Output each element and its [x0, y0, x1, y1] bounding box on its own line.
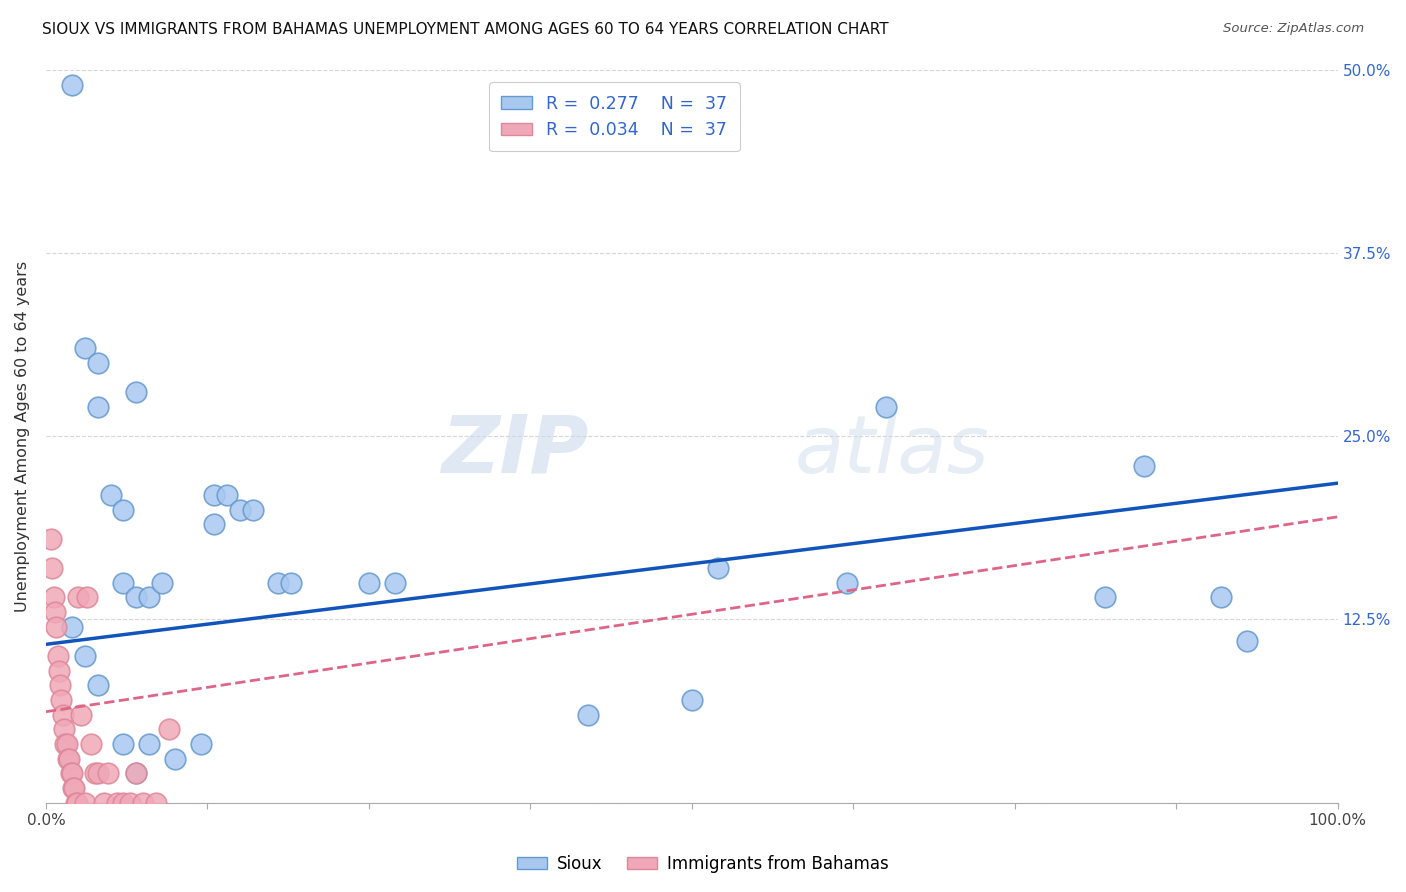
Point [46, 648, 69, 663]
Point [112, 575, 135, 590]
Text: SIOUX VS IMMIGRANTS FROM BAHAMAS UNEMPLOYMENT AMONG AGES 60 TO 64 YEARS CORRELAT: SIOUX VS IMMIGRANTS FROM BAHAMAS UNEMPLO… [42, 22, 889, 37]
Point [48, 664, 70, 678]
Point [73, 342, 96, 356]
Point [190, 737, 212, 751]
Point [73, 648, 96, 663]
Point [125, 385, 148, 400]
Point [202, 517, 225, 532]
Point [681, 693, 703, 707]
Point [73, 796, 96, 810]
Point [267, 575, 290, 590]
Text: Source: ZipAtlas.com: Source: ZipAtlas.com [1223, 22, 1364, 36]
Point [52, 707, 75, 722]
Point [875, 400, 897, 414]
Point [86, 400, 108, 414]
Point [49, 678, 72, 692]
Point [165, 751, 187, 765]
Point [112, 796, 135, 810]
Point [60, 620, 83, 634]
Point [118, 796, 141, 810]
Legend: Sioux, Immigrants from Bahamas: Sioux, Immigrants from Bahamas [510, 848, 896, 880]
Point [150, 575, 173, 590]
Point [53, 723, 76, 737]
Point [280, 575, 302, 590]
Point [80, 737, 103, 751]
Point [55, 737, 77, 751]
Point [65, 796, 87, 810]
Y-axis label: Unemployment Among Ages 60 to 64 years: Unemployment Among Ages 60 to 64 years [15, 260, 30, 612]
Legend: R =  0.277    N =  37, R =  0.034    N =  37: R = 0.277 N = 37, R = 0.034 N = 37 [489, 82, 740, 152]
Point [76, 591, 98, 605]
Point [242, 502, 264, 516]
Point [100, 488, 122, 502]
Point [228, 502, 250, 516]
Point [125, 766, 148, 780]
Point [44, 605, 66, 619]
Text: ZIP: ZIP [441, 412, 589, 490]
Point [62, 780, 84, 795]
Point [835, 575, 858, 590]
Point [67, 591, 90, 605]
Point [45, 620, 67, 634]
Point [1133, 458, 1156, 473]
Point [86, 678, 108, 692]
Text: atlas: atlas [796, 412, 990, 490]
Point [86, 766, 108, 780]
Point [1211, 591, 1233, 605]
Point [84, 766, 107, 780]
Point [63, 780, 86, 795]
Point [60, 78, 83, 92]
Point [157, 723, 180, 737]
Point [97, 766, 120, 780]
Point [70, 707, 93, 722]
Point [1236, 634, 1258, 648]
Point [357, 575, 380, 590]
Point [1094, 591, 1116, 605]
Point [105, 796, 128, 810]
Point [145, 796, 167, 810]
Point [53, 737, 76, 751]
Point [132, 796, 155, 810]
Point [384, 575, 406, 590]
Point [42, 591, 65, 605]
Point [66, 796, 89, 810]
Point [93, 796, 115, 810]
Point [59, 766, 82, 780]
Point [56, 751, 79, 765]
Point [86, 356, 108, 370]
Point [125, 766, 148, 780]
Point [706, 561, 728, 575]
Point [202, 488, 225, 502]
Point [39, 532, 62, 546]
Point [138, 591, 160, 605]
Point [58, 751, 80, 765]
Point [41, 561, 63, 575]
Point [112, 502, 135, 516]
Point [125, 591, 148, 605]
Point [215, 488, 238, 502]
Point [138, 737, 160, 751]
Point [112, 737, 135, 751]
Point [60, 766, 83, 780]
Point [51, 693, 73, 707]
Point [578, 707, 600, 722]
